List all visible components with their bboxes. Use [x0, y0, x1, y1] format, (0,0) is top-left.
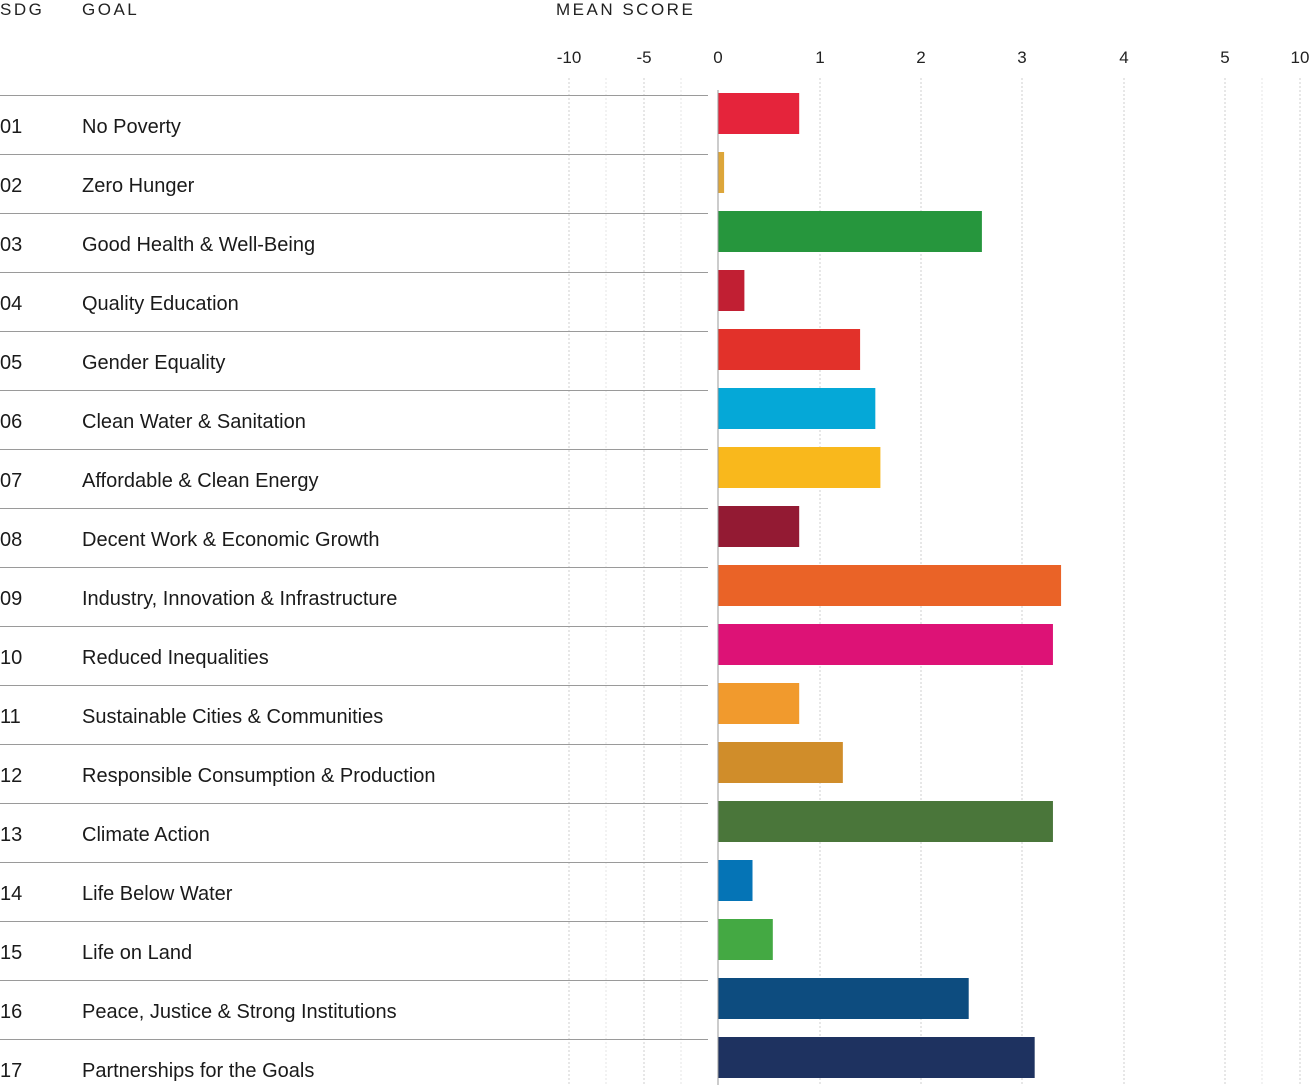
- bar: [718, 801, 1053, 842]
- sdg-number: 16: [0, 1001, 22, 1023]
- bar: [718, 1037, 1035, 1078]
- x-tick-label: -10: [557, 48, 582, 67]
- bar: [718, 447, 881, 488]
- mean-score-header: MEAN SCORE: [556, 0, 696, 19]
- sdg-number: 03: [0, 234, 22, 256]
- sdg-number: 13: [0, 824, 22, 846]
- goal-label: Reduced Inequalities: [82, 647, 269, 669]
- x-tick-label: 0: [713, 48, 722, 67]
- bar: [718, 683, 800, 724]
- goal-label: Clean Water & Sanitation: [82, 411, 306, 433]
- x-tick-label: 2: [916, 48, 925, 67]
- bar: [718, 506, 800, 547]
- goal-label: Peace, Justice & Strong Institutions: [82, 1001, 397, 1023]
- sdg-number: 17: [0, 1060, 22, 1082]
- bar: [718, 624, 1053, 665]
- goal-column-header: GOAL: [82, 0, 140, 19]
- sdg-number: 15: [0, 942, 22, 964]
- sdg-number: 01: [0, 116, 22, 138]
- bar: [718, 978, 969, 1019]
- bar: [718, 742, 843, 783]
- sdg-number: 10: [0, 647, 22, 669]
- goal-label: Sustainable Cities & Communities: [82, 706, 383, 728]
- x-tick-label: 4: [1119, 48, 1128, 67]
- bar: [718, 860, 753, 901]
- bar: [718, 388, 876, 429]
- goal-label: Life on Land: [82, 942, 192, 964]
- goal-label: Good Health & Well-Being: [82, 234, 315, 256]
- goal-label: Quality Education: [82, 293, 239, 315]
- goal-label: Climate Action: [82, 824, 210, 846]
- goal-label: Industry, Innovation & Infrastructure: [82, 588, 397, 610]
- x-tick-label: -5: [636, 48, 651, 67]
- x-tick-label: 5: [1220, 48, 1229, 67]
- sdg-number: 11: [0, 706, 21, 728]
- sdg-number: 08: [0, 529, 22, 551]
- goal-label: Gender Equality: [82, 352, 225, 374]
- x-tick-label: 1: [815, 48, 824, 67]
- bar: [718, 211, 982, 252]
- goal-label: Responsible Consumption & Production: [82, 765, 436, 787]
- sdg-number: 02: [0, 175, 22, 197]
- goal-label: Life Below Water: [82, 883, 233, 905]
- goal-label: No Poverty: [82, 116, 181, 138]
- goal-label: Partnerships for the Goals: [82, 1060, 314, 1082]
- goal-label: Affordable & Clean Energy: [82, 470, 318, 492]
- x-tick-label: 10: [1291, 48, 1310, 67]
- sdg-number: 12: [0, 765, 22, 787]
- bar: [718, 919, 773, 960]
- bar: [718, 329, 861, 370]
- goal-label: Decent Work & Economic Growth: [82, 529, 380, 551]
- sdg-number: 06: [0, 411, 22, 433]
- sdg-number: 14: [0, 883, 22, 905]
- sdg-number: 07: [0, 470, 22, 492]
- bar: [718, 565, 1062, 606]
- bar: [718, 93, 800, 134]
- bar: [718, 152, 725, 193]
- sdg-number: 04: [0, 293, 22, 315]
- sdg-number: 09: [0, 588, 22, 610]
- goal-label: Zero Hunger: [82, 175, 195, 197]
- sdg-column-header: SDG: [0, 0, 45, 19]
- sdg-number: 05: [0, 352, 22, 374]
- bar: [718, 270, 745, 311]
- x-tick-label: 3: [1017, 48, 1026, 67]
